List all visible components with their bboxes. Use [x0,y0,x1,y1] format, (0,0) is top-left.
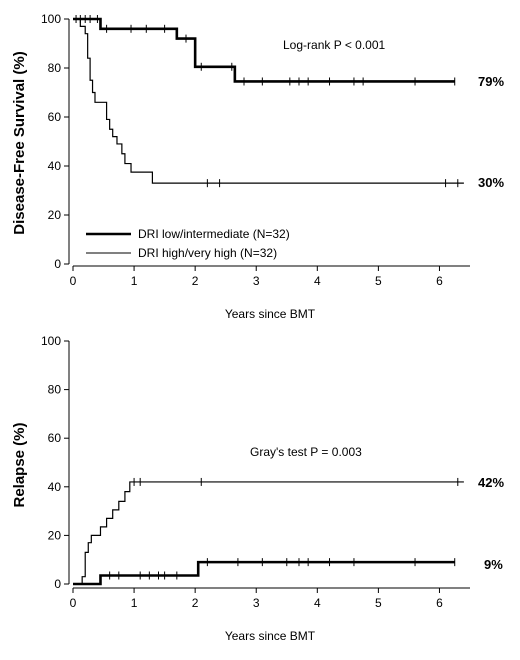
y-tick-label: 20 [48,208,62,222]
x-tick-label: 3 [253,596,260,610]
x-tick-label: 5 [375,596,382,610]
x-tick-label: 4 [314,274,321,288]
series-line-low-intermediate [73,560,455,586]
y-tick-label: 60 [48,110,62,124]
grays-test-annotation: Gray's test P = 0.003 [250,445,362,459]
x-tick-label: 3 [253,274,260,288]
y-tick-label: 40 [48,159,62,173]
end-label-high-very-high: 30% [478,175,504,190]
y-tick-label: 100 [41,12,61,26]
x-axis-title: Years since BMT [225,307,316,321]
end-label-low-intermediate: 9% [484,557,503,572]
y-tick-label: 80 [48,383,62,397]
y-tick-label: 0 [54,577,61,591]
y-axis-title: Relapse (%) [11,422,28,507]
x-tick-label: 0 [70,274,77,288]
x-tick-label: 1 [131,274,138,288]
x-tick-label: 5 [375,274,382,288]
x-tick-label: 2 [192,596,199,610]
legend-label-high-very-high: DRI high/very high (N=32) [138,246,277,260]
x-tick-label: 1 [131,596,138,610]
y-tick-label: 80 [48,61,62,75]
x-tick-label: 6 [436,274,443,288]
y-tick-label: 60 [48,431,62,445]
series-line-high-very-high [73,481,464,585]
series-line-low-intermediate [73,17,455,83]
x-tick-label: 4 [314,596,321,610]
y-tick-label: 100 [41,334,61,348]
y-tick-label: 0 [54,257,61,271]
panel-relapse: Relapse (%) Years since BMT Gray's test … [11,334,504,643]
y-axis-title: Disease-Free Survival (%) [11,51,28,234]
legend: DRI low/intermediate (N=32) DRI high/ver… [86,227,290,260]
x-tick-label: 0 [70,596,77,610]
y-tick-label: 20 [48,528,62,542]
x-tick-label: 2 [192,274,199,288]
end-label-low-intermediate: 79% [478,74,504,89]
y-tick-label: 40 [48,480,62,494]
x-tick-label: 6 [436,596,443,610]
end-label-high-very-high: 42% [478,475,504,490]
x-axis-title: Years since BMT [225,629,316,643]
log-rank-annotation: Log-rank P < 0.001 [283,38,386,52]
legend-label-low-intermediate: DRI low/intermediate (N=32) [138,227,290,241]
series-line-high-very-high [73,18,464,184]
panel-disease-free-survival: Disease-Free Survival (%) Years since BM… [11,12,504,321]
